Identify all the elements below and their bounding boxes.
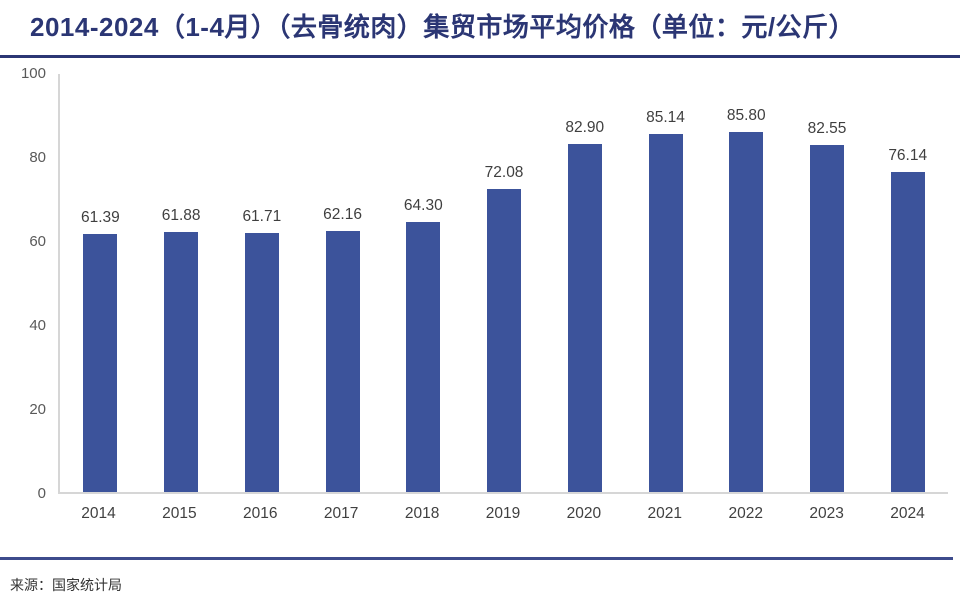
- bar: [83, 234, 118, 492]
- x-tick-label: 2024: [890, 505, 925, 522]
- bar-value-label: 82.55: [807, 120, 847, 138]
- bar-group: 85.14: [625, 74, 706, 492]
- x-tick-label: 2014: [81, 505, 116, 522]
- x-tick-label: 2019: [485, 505, 521, 522]
- bar-value-label: 72.08: [484, 164, 524, 182]
- x-tick-label: 2015: [162, 505, 197, 522]
- bar-group: 61.71: [221, 74, 302, 492]
- bar-value-label: 61.88: [161, 207, 201, 225]
- bar: [729, 131, 764, 492]
- bar-chart-plot-area: 61.39 61.88 61.71 62.16 64.30 72.08 82.90 85.14…: [58, 74, 948, 494]
- bar: [648, 134, 683, 492]
- y-tick-label: 100: [20, 65, 46, 82]
- bar-value-label: 61.71: [242, 207, 282, 225]
- y-tick-label: 20: [29, 401, 46, 418]
- bar: [325, 230, 360, 492]
- bar: [809, 145, 844, 492]
- source-note: 来源：国家统计局: [10, 577, 122, 593]
- y-tick-label: 0: [37, 485, 46, 502]
- bar-value-label: 62.16: [323, 205, 362, 223]
- bar-group: 64.30: [383, 74, 464, 492]
- bar-value-label: 61.39: [80, 209, 120, 227]
- bar: [487, 189, 522, 492]
- x-tick-label: 2017: [323, 505, 359, 522]
- x-tick-label: 2022: [728, 505, 763, 522]
- bar-value-label: 64.30: [403, 196, 443, 214]
- bar: [567, 143, 602, 492]
- x-tick-label: 2018: [404, 505, 440, 522]
- bar-group: 82.55: [787, 74, 868, 492]
- footer-divider: [0, 557, 953, 560]
- bar-group: 82.90: [544, 74, 625, 492]
- bar-group: 85.80: [706, 74, 787, 492]
- bar: [406, 221, 441, 492]
- bar: [164, 232, 199, 492]
- bar: [244, 232, 279, 492]
- bar-group: 61.39: [60, 74, 141, 492]
- bar-value-label: 85.14: [646, 109, 685, 127]
- bar-group: 62.16: [302, 74, 383, 492]
- title-divider: [0, 55, 960, 58]
- bar: [890, 172, 925, 492]
- bar-group: 61.88: [141, 74, 222, 492]
- bar-value-label: 85.80: [726, 106, 766, 124]
- page-title: 2014-2024（1-4月）（去骨统肉）集贸市场平均价格（单位：元/公斤）: [30, 12, 856, 42]
- x-tick-label: 2020: [566, 505, 602, 522]
- x-tick-label: 2016: [243, 505, 278, 522]
- y-tick-label: 80: [29, 149, 46, 166]
- bar-group: 76.14: [867, 74, 948, 492]
- x-axis: 2014 2015 2016 2017 2018 2019 2020 2021 2022 2023…: [58, 505, 948, 523]
- y-tick-label: 40: [29, 317, 46, 334]
- x-tick-label: 2023: [809, 505, 844, 522]
- bar-group: 72.08: [464, 74, 545, 492]
- bar-value-label: 82.90: [565, 118, 605, 136]
- y-tick-label: 60: [29, 233, 46, 250]
- x-tick-label: 2021: [647, 505, 683, 522]
- bar-value-label: 76.14: [888, 147, 928, 165]
